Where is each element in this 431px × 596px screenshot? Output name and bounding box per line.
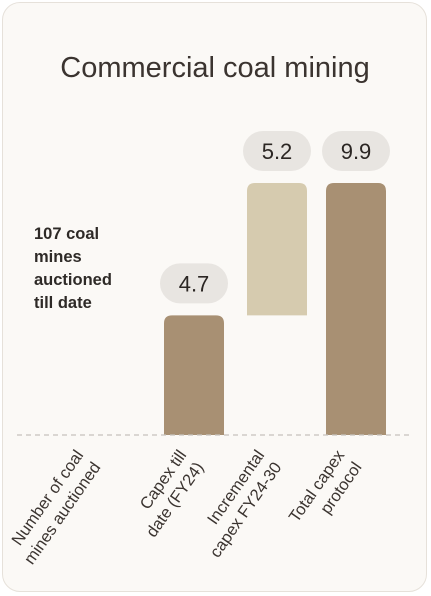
value-label-3: 5.2 xyxy=(262,139,293,164)
value-pill-4 xyxy=(322,131,390,171)
annotation-line-1: 107 coal xyxy=(34,225,99,243)
value-pill-2 xyxy=(160,263,228,304)
annotation-text: 107 coal mines auctioned till date xyxy=(34,225,117,312)
category-label-1: Number of coalmines auctioned xyxy=(4,447,105,568)
category-label-3: Incrementalcapex FY24-30 xyxy=(189,447,285,561)
bar-2 xyxy=(164,315,224,435)
category-label-4: Total capexprotocol xyxy=(286,446,366,537)
bar-4 xyxy=(326,183,386,435)
category-label-2: Capex tilldate (FY24) xyxy=(126,447,208,541)
chart-title: Commercial coal mining xyxy=(60,52,369,84)
chart-card: Commercial coal mining 107 coal mines au… xyxy=(2,2,427,592)
category-labels-group: Number of coalmines auctioned Capex tilld… xyxy=(4,446,366,568)
bar-3 xyxy=(247,183,307,316)
annotation-line-3: auctioned xyxy=(34,271,112,289)
chart-svg: Commercial coal mining 107 coal mines au… xyxy=(4,52,413,568)
annotation-line-4: till date xyxy=(34,294,92,312)
value-label-2: 4.7 xyxy=(179,271,210,296)
value-pill-3 xyxy=(243,131,311,171)
annotation-line-2: mines xyxy=(34,248,82,266)
value-label-4: 9.9 xyxy=(341,139,372,164)
value-labels-group: 4.7 5.2 9.9 xyxy=(160,131,390,304)
bars-group xyxy=(164,183,386,435)
